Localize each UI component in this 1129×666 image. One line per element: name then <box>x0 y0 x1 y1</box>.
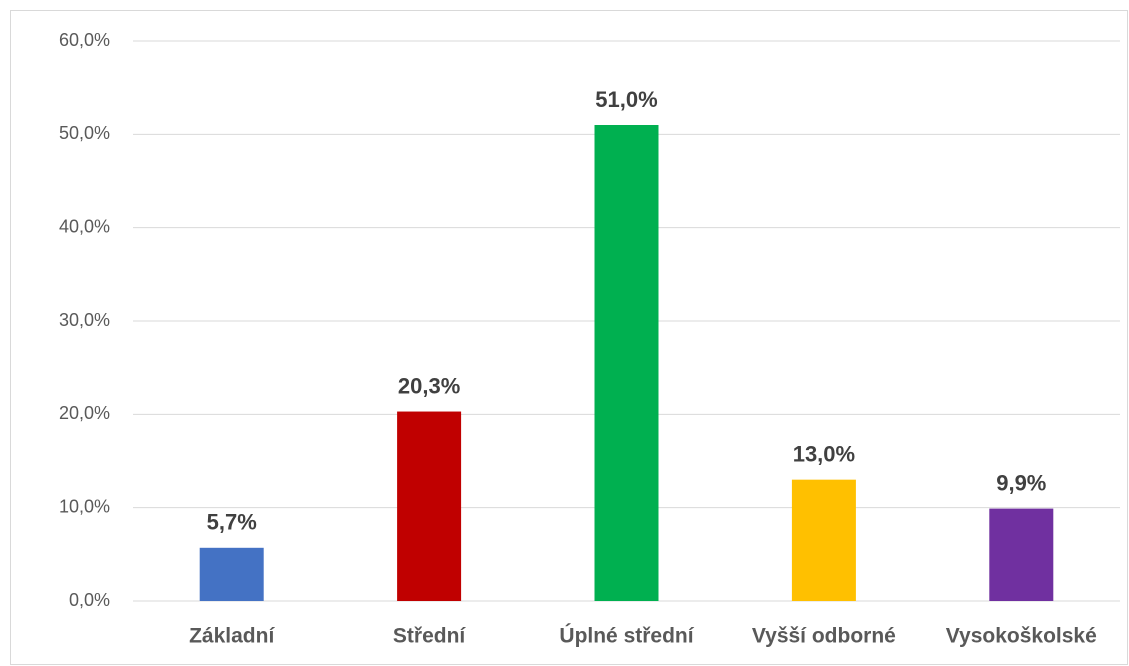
value-label: 5,7% <box>207 510 257 535</box>
y-tick-label: 20,0% <box>59 403 110 423</box>
x-tick-label: Vysokoškolské <box>946 625 1097 648</box>
y-tick-label: 30,0% <box>59 310 110 330</box>
x-tick-label: Základní <box>189 625 275 648</box>
bar <box>397 411 462 601</box>
x-tick-label: Úplné střední <box>559 624 694 648</box>
value-label: 20,3% <box>398 373 460 398</box>
y-tick-label: 10,0% <box>59 496 110 516</box>
y-tick-label: 0,0% <box>69 590 110 610</box>
value-label: 9,9% <box>996 470 1046 495</box>
y-tick-label: 60,0% <box>59 30 110 50</box>
y-tick-label: 40,0% <box>59 216 110 236</box>
y-tick-label: 50,0% <box>59 123 110 143</box>
x-tick-label: Vyšší odborné <box>752 625 896 648</box>
value-label: 51,0% <box>595 87 657 112</box>
value-label: 13,0% <box>793 441 855 466</box>
chart-border <box>10 10 1128 665</box>
bar <box>989 508 1054 601</box>
bar <box>199 547 264 601</box>
bar <box>791 479 856 601</box>
bar <box>594 125 659 601</box>
x-tick-label: Střední <box>393 625 467 648</box>
